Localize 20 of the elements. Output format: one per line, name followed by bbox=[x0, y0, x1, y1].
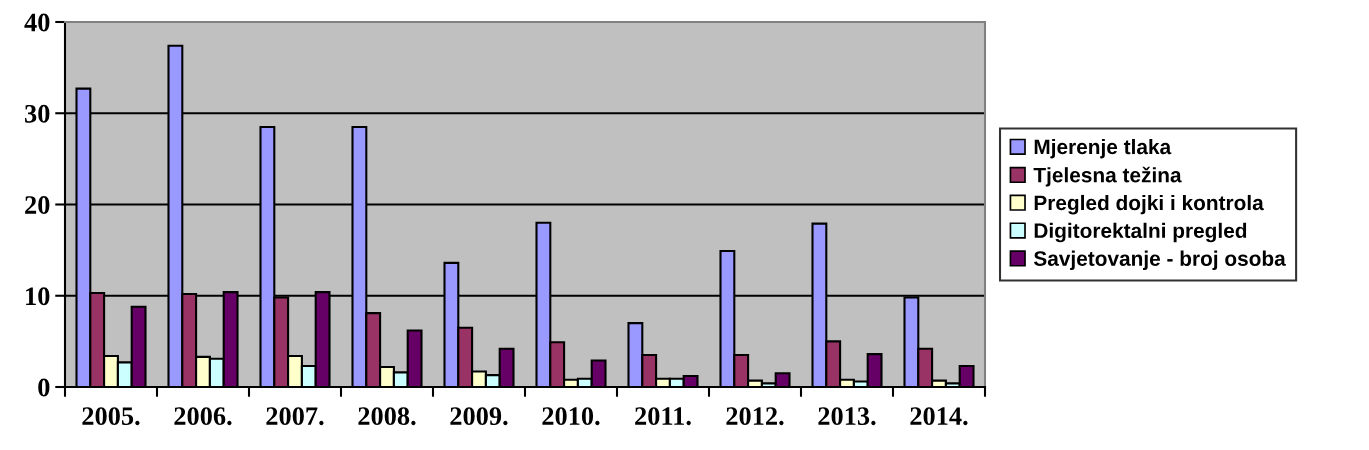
legend-label: Mjerenje tlaka bbox=[1034, 138, 1172, 159]
legend-label: Tjelesna težina bbox=[1033, 166, 1182, 187]
y-tick-label: 40 bbox=[24, 13, 50, 32]
x-tick-label: 2007. bbox=[266, 407, 324, 426]
legend-label: Digitorektalni pregled bbox=[1034, 222, 1247, 243]
x-tick-label: 2013. bbox=[818, 407, 876, 426]
x-tick-label: 2014. bbox=[910, 407, 968, 426]
y-tick-label: 0 bbox=[38, 378, 50, 397]
x-tick-label: 2011. bbox=[635, 407, 691, 426]
y-tick-label: 30 bbox=[25, 104, 50, 123]
x-tick-label: 2009. bbox=[450, 407, 508, 426]
x-tick-label: 2012. bbox=[726, 407, 784, 426]
y-tick-label: 20 bbox=[25, 196, 50, 214]
x-tick-label: 2005. bbox=[82, 407, 140, 426]
x-tick-label: 2006. bbox=[174, 407, 232, 426]
x-tick-label: 2008. bbox=[358, 407, 416, 426]
y-tick-label: 10 bbox=[26, 287, 50, 306]
legend-label: Savjetovanje - broj osoba bbox=[1033, 250, 1286, 271]
x-tick-label: 2010. bbox=[542, 407, 600, 426]
legend-label: Pregled dojki i kontrola bbox=[1034, 194, 1264, 215]
